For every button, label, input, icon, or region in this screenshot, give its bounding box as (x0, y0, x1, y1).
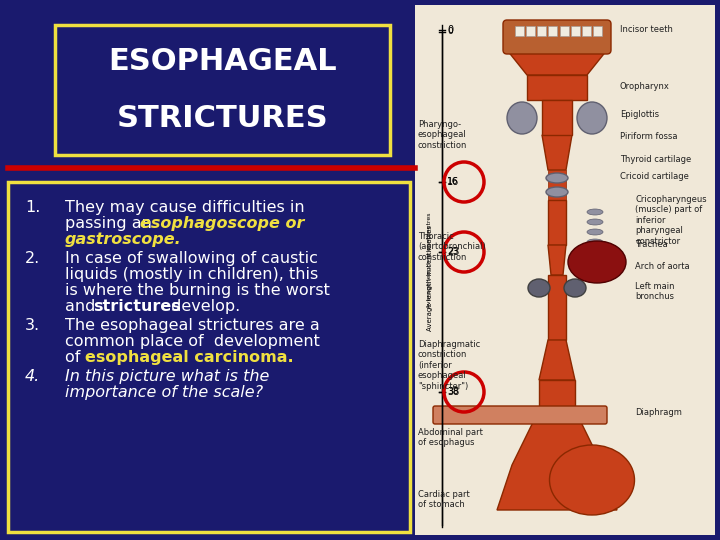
Text: 2.: 2. (25, 251, 40, 266)
Text: passing an: passing an (65, 216, 157, 231)
Ellipse shape (546, 187, 568, 197)
Bar (571, 26, 580, 36)
Bar (537, 26, 546, 36)
Text: strictures: strictures (93, 299, 181, 314)
Polygon shape (548, 245, 566, 275)
Text: 0: 0 (447, 25, 453, 35)
Text: Diaphragmatic
constriction
(inferior
esophageal
"sphincter"): Diaphragmatic constriction (inferior eso… (418, 340, 480, 390)
Text: is where the burning is the worst: is where the burning is the worst (65, 283, 330, 298)
Ellipse shape (568, 241, 626, 283)
Text: Pharyngo-
esophageal
constriction: Pharyngo- esophageal constriction (418, 120, 467, 150)
Bar (415, 5, 715, 535)
Text: Incisor teeth: Incisor teeth (620, 25, 673, 34)
Ellipse shape (528, 279, 550, 297)
Bar (559, 26, 569, 36)
Polygon shape (497, 410, 617, 510)
Text: Thyroid cartilage: Thyroid cartilage (620, 155, 691, 164)
Bar (593, 26, 602, 36)
Text: gastroscope.: gastroscope. (65, 232, 181, 247)
Text: develop.: develop. (166, 299, 240, 314)
Text: 38: 38 (447, 388, 459, 396)
Text: Piriform fossa: Piriform fossa (620, 132, 678, 141)
Text: Thoracic
(aortobronchial)
constriction: Thoracic (aortobronchial) constriction (418, 232, 486, 262)
Text: 1.: 1. (25, 200, 40, 215)
Bar (526, 26, 535, 36)
Text: They may cause difficulties in: They may cause difficulties in (65, 200, 305, 215)
Text: Abdominal part
of esophagus: Abdominal part of esophagus (418, 428, 483, 448)
Ellipse shape (587, 269, 603, 275)
Ellipse shape (587, 229, 603, 235)
Bar (548, 275, 566, 340)
Text: In case of swallowing of caustic: In case of swallowing of caustic (65, 251, 318, 266)
Ellipse shape (587, 209, 603, 215)
Text: esophagoscope or: esophagoscope or (140, 216, 305, 231)
Text: 23: 23 (447, 247, 459, 256)
Text: Average length in centimetres: Average length in centimetres (428, 212, 433, 308)
Text: 16: 16 (447, 177, 459, 187)
Text: In this picture what is the: In this picture what is the (65, 369, 269, 384)
Text: Arch of aorta: Arch of aorta (635, 262, 690, 271)
Bar (548, 170, 566, 200)
Text: and: and (65, 299, 101, 314)
Ellipse shape (507, 102, 537, 134)
Ellipse shape (587, 219, 603, 225)
Text: esophageal carcinoma.: esophageal carcinoma. (85, 350, 294, 365)
Bar (548, 200, 566, 245)
FancyBboxPatch shape (55, 25, 390, 155)
Text: Oropharynx: Oropharynx (620, 82, 670, 91)
Text: liquids (mostly in children), this: liquids (mostly in children), this (65, 267, 318, 282)
FancyBboxPatch shape (433, 406, 607, 424)
Text: STRICTURES: STRICTURES (117, 104, 328, 133)
FancyBboxPatch shape (8, 182, 410, 532)
FancyBboxPatch shape (503, 20, 611, 54)
Polygon shape (542, 135, 572, 170)
Text: 4.: 4. (25, 369, 40, 384)
Text: Cricoid cartilage: Cricoid cartilage (620, 172, 689, 181)
Bar (527, 75, 587, 100)
Text: Diaphragm: Diaphragm (635, 408, 682, 417)
Bar (415, 5, 715, 535)
Text: The esophageal strictures are a: The esophageal strictures are a (65, 318, 320, 333)
Bar (415, 5, 715, 535)
Ellipse shape (587, 239, 603, 245)
Bar (582, 26, 591, 36)
Ellipse shape (587, 249, 603, 255)
Ellipse shape (546, 173, 568, 183)
Text: Average length in centimetres: Average length in centimetres (427, 226, 433, 332)
Bar (542, 100, 572, 135)
Text: of: of (65, 350, 86, 365)
Bar (549, 26, 557, 36)
Text: 0: 0 (447, 28, 453, 37)
Text: 23: 23 (447, 247, 459, 257)
Ellipse shape (577, 102, 607, 134)
Text: importance of the scale?: importance of the scale? (65, 385, 263, 400)
Text: 38: 38 (447, 387, 459, 397)
Text: ESOPHAGEAL: ESOPHAGEAL (108, 47, 337, 76)
Ellipse shape (564, 279, 586, 297)
Text: Left main
bronchus: Left main bronchus (635, 282, 675, 301)
Text: Cardiac part
of stomach: Cardiac part of stomach (418, 490, 469, 509)
Text: Epiglottis: Epiglottis (620, 110, 659, 119)
Bar (539, 380, 575, 410)
Text: 3.: 3. (25, 318, 40, 333)
Text: Cricopharyngeus
(muscle) part of
inferior
pharyngeal
constrictor: Cricopharyngeus (muscle) part of inferio… (635, 195, 706, 246)
Ellipse shape (587, 259, 603, 265)
Polygon shape (539, 340, 575, 380)
Polygon shape (507, 50, 607, 75)
Text: 16: 16 (447, 178, 459, 186)
Ellipse shape (549, 445, 634, 515)
Text: common place of  development: common place of development (65, 334, 320, 349)
Text: Trachea: Trachea (635, 240, 667, 249)
Bar (515, 26, 524, 36)
